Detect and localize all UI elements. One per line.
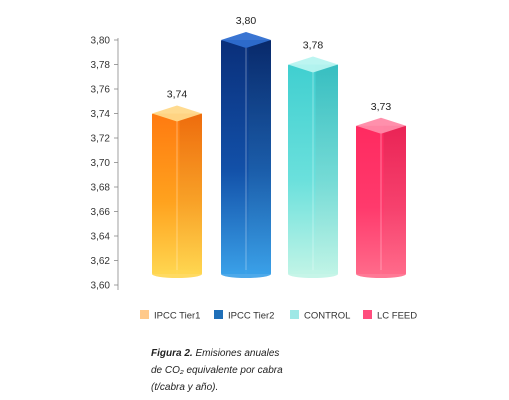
y-tick-label: 3,72 <box>91 134 111 145</box>
y-tick-label: 3,60 <box>91 281 111 292</box>
bar-lc-feed <box>356 117 406 278</box>
caption-line-3: (t/cabra y año). <box>151 382 219 393</box>
bar-control <box>288 56 338 278</box>
legend-swatch <box>140 310 149 319</box>
y-tick-label: 3,74 <box>91 109 111 120</box>
y-tick-label: 3,64 <box>91 232 111 243</box>
legend: IPCC Tier1 IPCC Tier2 CONTROL LC FEED <box>140 310 417 322</box>
data-label: 3,73 <box>371 101 392 113</box>
y-tick-label: 3,66 <box>91 207 111 218</box>
figure-label: Figura 2. <box>151 348 193 359</box>
caption-line-2: de CO₂ equivalente por cabra <box>151 365 283 376</box>
y-tick-label: 3,80 <box>91 36 111 47</box>
bars <box>152 32 406 278</box>
legend-swatch <box>290 310 299 319</box>
legend-label: IPCC Tier1 <box>154 311 200 322</box>
bar-chart: 3,60 3,62 3,64 3,66 3,68 3,70 3,72 3,74 3,76 3,78… <box>91 15 418 322</box>
y-tick-label: 3,70 <box>91 158 111 169</box>
y-axis-ticks: 3,60 3,62 3,64 3,66 3,68 3,70 3,72 3,74 3,76 3,78… <box>91 36 118 292</box>
legend-swatch <box>214 310 223 319</box>
y-tick-label: 3,76 <box>91 85 111 96</box>
legend-swatch <box>363 310 372 319</box>
caption-line-1: Emisiones anuales <box>192 348 280 359</box>
data-label: 3,78 <box>303 40 324 52</box>
legend-label: IPCC Tier2 <box>228 311 274 322</box>
y-tick-label: 3,62 <box>91 256 111 267</box>
figure-caption: Figura 2. Emisiones anuales de CO₂ equiv… <box>151 345 351 396</box>
y-tick-label: 3,68 <box>91 183 111 194</box>
data-labels: 3,74 3,80 3,78 3,73 <box>167 15 392 113</box>
bar-ipcc-tier2 <box>221 32 271 278</box>
legend-label: CONTROL <box>304 311 350 322</box>
data-label: 3,74 <box>167 89 188 101</box>
y-tick-label: 3,78 <box>91 60 111 71</box>
data-label: 3,80 <box>236 15 257 27</box>
bar-ipcc-tier1 <box>152 105 202 278</box>
legend-label: LC FEED <box>377 311 417 322</box>
